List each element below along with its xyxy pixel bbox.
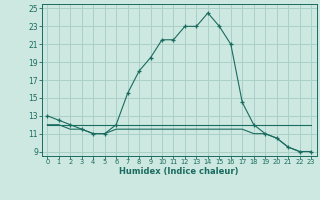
X-axis label: Humidex (Indice chaleur): Humidex (Indice chaleur) [119, 167, 239, 176]
